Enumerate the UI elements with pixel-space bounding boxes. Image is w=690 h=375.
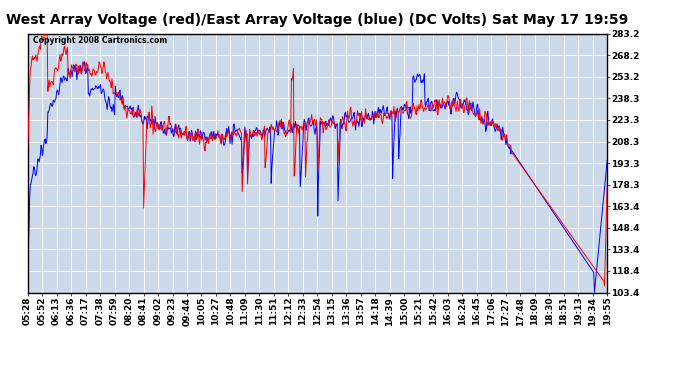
- Text: West Array Voltage (red)/East Array Voltage (blue) (DC Volts) Sat May 17 19:59: West Array Voltage (red)/East Array Volt…: [6, 13, 629, 27]
- Text: Copyright 2008 Cartronics.com: Copyright 2008 Cartronics.com: [33, 36, 168, 45]
